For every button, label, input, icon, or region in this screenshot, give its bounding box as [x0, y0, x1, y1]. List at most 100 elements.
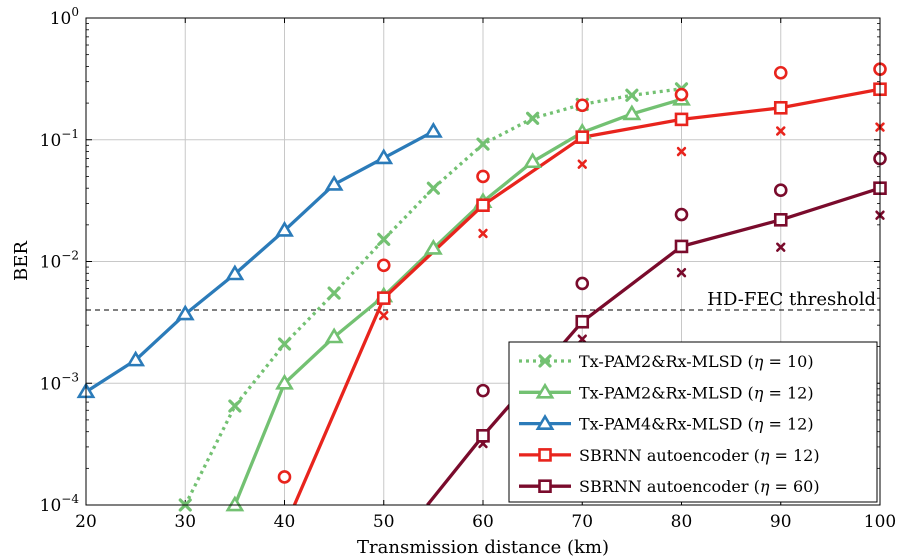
- x-marker: [478, 228, 488, 239]
- x-tick-label: 60: [472, 512, 494, 532]
- legend-label-value: = 12): [763, 415, 813, 434]
- x-tick-label: 30: [174, 512, 196, 532]
- legend-label-eta: η: [754, 352, 764, 371]
- x-marker: [379, 310, 389, 321]
- legend-label-4: SBRNN autoencoder (η = 12): [579, 446, 820, 465]
- y-tick-exponent: −2: [61, 249, 79, 263]
- y-tick-label: 10−2: [40, 249, 79, 273]
- y-tick-label: 10−4: [40, 492, 80, 516]
- x-tick-label: 80: [671, 512, 693, 532]
- x-marker: [676, 146, 687, 157]
- circle-marker: [773, 183, 788, 198]
- x-marker: [277, 337, 292, 351]
- legend-label-1: Tx-PAM2&Rx-MLSD (η = 10): [579, 352, 814, 371]
- triangle-marker: [225, 264, 245, 281]
- circle-marker: [476, 383, 490, 398]
- legend: Tx-PAM2&Rx-MLSD (η = 10)Tx-PAM2&Rx-MLSD …: [508, 341, 878, 503]
- legend-label-text: Tx-PAM4&Rx-MLSD (: [579, 415, 754, 434]
- legend-label-eta: η: [760, 446, 770, 465]
- legend-label-eta: η: [754, 415, 764, 434]
- circle-marker: [674, 207, 689, 222]
- legend-label-value: = 60): [769, 477, 819, 496]
- x-marker: [625, 88, 639, 102]
- square-marker: [674, 112, 689, 127]
- square-marker: [575, 314, 590, 329]
- x-tick-label: 50: [373, 512, 395, 532]
- legend-label-value: = 10): [763, 352, 813, 371]
- circle-marker: [277, 470, 292, 484]
- legend-label-5: SBRNN autoencoder (η = 60): [579, 477, 820, 496]
- x-axis-label: Transmission distance (km): [357, 537, 609, 558]
- triangle-marker: [523, 152, 543, 169]
- x-marker: [327, 286, 341, 300]
- x-marker: [377, 232, 391, 246]
- square-marker: [575, 130, 590, 144]
- series-line-1: [183, 87, 682, 505]
- y-tick-label: 10−3: [40, 370, 79, 394]
- y-tick-exponent: −4: [61, 492, 79, 506]
- hd-fec-threshold-label: HD-FEC threshold: [707, 289, 876, 310]
- legend-label-value: = 12): [763, 383, 813, 402]
- x-tick-labels: 20 30 40 50 60 70 80 90 100: [75, 512, 896, 532]
- x-marker: [526, 111, 540, 125]
- square-marker: [538, 479, 552, 494]
- triangle-marker: [535, 382, 555, 399]
- square-marker: [773, 213, 788, 227]
- square-marker: [476, 429, 490, 443]
- x-marker: [228, 399, 242, 413]
- x-tick-label: 20: [75, 512, 97, 532]
- x-marker: [476, 137, 490, 151]
- legend-label-value: = 12): [769, 446, 819, 465]
- y-tick-labels: 10−4 10−3 10−2 10−1 100: [40, 5, 80, 516]
- x-tick-label: 100: [864, 512, 896, 532]
- circle-marker: [476, 169, 490, 184]
- legend-label-text: Tx-PAM2&Rx-MLSD (: [579, 352, 754, 371]
- triangle-marker: [225, 495, 245, 512]
- x-tick-label: 90: [770, 512, 792, 532]
- x-tick-label: 40: [274, 512, 296, 532]
- legend-label-eta: η: [754, 383, 764, 402]
- legend-label-eta: η: [760, 477, 770, 496]
- x-marker: [577, 334, 587, 344]
- circle-marker: [575, 98, 590, 113]
- circle-marker: [376, 258, 391, 273]
- triangle-marker: [275, 373, 294, 390]
- legend-label-3: Tx-PAM4&Rx-MLSD (η = 12): [579, 415, 814, 434]
- x-tick-label: 70: [571, 512, 593, 532]
- x-marker: [776, 126, 786, 136]
- plot-frame: [85, 17, 881, 506]
- triangle-marker: [324, 174, 344, 191]
- x-marker: [577, 159, 587, 169]
- x-marker: [426, 181, 440, 195]
- square-marker: [376, 291, 391, 305]
- triangle-marker: [423, 121, 443, 138]
- triangle-marker: [324, 327, 344, 344]
- legend-label-text: SBRNN autoencoder (: [579, 477, 760, 496]
- x-marker: [538, 354, 552, 368]
- square-marker: [773, 100, 788, 115]
- x-marker: [776, 242, 786, 252]
- circle-marker: [674, 87, 689, 102]
- legend-label-text: Tx-PAM2&Rx-MLSD (: [579, 383, 754, 402]
- y-tick-label: 10−1: [40, 127, 79, 151]
- legend-label-text: SBRNN autoencoder (: [579, 446, 760, 465]
- square-marker: [476, 198, 490, 213]
- x-marker: [676, 267, 687, 278]
- triangle-marker: [275, 220, 294, 237]
- y-axis-label: BER: [11, 241, 32, 281]
- legend-label-2: Tx-PAM2&Rx-MLSD (η = 12): [579, 383, 814, 402]
- triangle-marker: [175, 304, 195, 321]
- y-tick-exponent: −3: [61, 370, 79, 384]
- triangle-marker: [374, 148, 394, 165]
- triangle-marker: [622, 104, 642, 121]
- square-marker: [538, 448, 552, 462]
- series-line-5: [426, 186, 880, 505]
- triangle-marker: [126, 350, 146, 367]
- circle-marker: [773, 65, 788, 80]
- circle-marker: [575, 276, 590, 291]
- y-tick-exponent: −1: [61, 127, 79, 141]
- y-tick-exponent: 0: [71, 5, 79, 19]
- triangle-marker: [535, 414, 555, 430]
- square-marker: [674, 239, 689, 254]
